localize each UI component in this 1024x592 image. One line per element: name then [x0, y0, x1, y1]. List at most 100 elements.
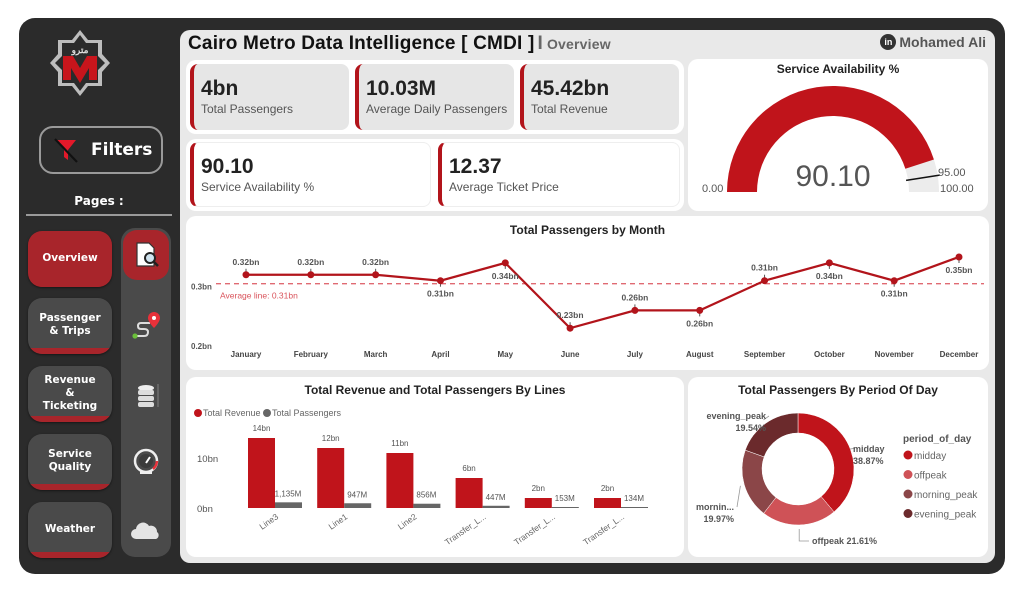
nav-revenue-ticketing[interactable]: Revenue & Ticketing [28, 366, 112, 422]
legend-swatch-revenue [194, 409, 202, 417]
data-point [955, 253, 963, 261]
route-pin-icon[interactable] [124, 304, 168, 348]
bar-revenue [386, 453, 414, 508]
report-search-icon[interactable] [123, 230, 169, 280]
title-text: Cairo Metro Data Intelligence [ CMDI ] [188, 33, 535, 54]
bar-data-label-revenue: 14bn [253, 424, 271, 433]
gauge-fill [727, 85, 934, 192]
data-label: 0.26bn [621, 292, 648, 302]
donut-legend-swatch [903, 489, 913, 499]
period-of-day-donut[interactable]: midday 38.87% offpeak 21.61% mornin... 19.97… [688, 377, 988, 557]
kpi-label: Total Passengers [201, 102, 294, 116]
chart-legend: Total Revenue Total Passengers [194, 408, 342, 418]
data-point [501, 259, 509, 267]
filters-label: Filters [91, 140, 153, 160]
bar-passengers [482, 505, 510, 508]
kpi-total-passengers: 4bn Total Passengers [190, 64, 349, 130]
kpi-avg-ticket-price: 12.37 Average Ticket Price [438, 142, 680, 207]
cloud-icon[interactable] [124, 508, 168, 552]
x-tick-label: Transfer_L... [443, 511, 488, 547]
donut-leader-line [736, 485, 741, 508]
donut-data-label-name: midday [853, 444, 885, 454]
nav-service-quality[interactable]: Service Quality [28, 434, 112, 490]
nav-weather[interactable]: Weather [28, 502, 112, 558]
page-title: Cairo Metro Data Intelligence [ CMDI ] I O… [188, 33, 611, 55]
data-point [242, 271, 250, 279]
page-icon-rail [121, 228, 171, 557]
revenue-passengers-by-lines-panel: Total Revenue and Total Passengers By Li… [186, 377, 684, 557]
bar-passengers [344, 503, 372, 508]
author-badge[interactable]: in Mohamed Ali [880, 34, 986, 50]
nav-passenger-trips[interactable]: Passenger & Trips [28, 298, 112, 354]
donut-data-label-name: mornin... [696, 502, 734, 512]
data-label: 0.32bn [233, 257, 260, 267]
x-tick-label: December [940, 350, 979, 359]
bar-passengers [275, 502, 302, 508]
data-label: 0.34bn [492, 271, 519, 281]
kpi-avg-daily-passengers: 10.03M Average Daily Passengers [355, 64, 514, 130]
bar-data-label-passengers: 153M [555, 494, 575, 503]
bar-data-label-passengers: 134M [624, 494, 644, 503]
data-label: 0.26bn [686, 318, 713, 328]
nav-overview[interactable]: Overview [28, 231, 112, 287]
gauge-max-label: 100.00 [940, 183, 974, 195]
svg-text:ﻣﺘﺮﻭ: ﻣﺘﺮﻭ [71, 45, 89, 56]
bar-data-label-passengers: 947M [347, 490, 367, 499]
kpi-value: 4bn [201, 77, 239, 100]
nav-label: Overview [42, 251, 98, 264]
donut-data-label-name: evening_peak [706, 411, 767, 421]
pages-divider [26, 214, 172, 216]
nav-label: Passenger & Trips [39, 312, 101, 337]
x-tick-label: June [561, 350, 580, 359]
bar-revenue [455, 478, 483, 508]
x-tick-label: Transfer_L... [512, 511, 557, 547]
data-label: 0.31bn [751, 263, 778, 273]
x-tick-label: May [497, 350, 513, 359]
donut-slice-morning-peak [741, 449, 777, 514]
x-tick-label: April [431, 350, 449, 359]
bar-passengers [621, 507, 648, 508]
donut-legend-label: offpeak [914, 471, 948, 482]
data-point [631, 306, 639, 314]
kpi-value: 10.03M [366, 77, 437, 100]
x-tick-label: Line3 [257, 511, 280, 531]
data-point [825, 259, 833, 267]
gauge-value: 90.10 [795, 160, 870, 193]
passengers-by-month-chart[interactable]: 0.2bn 0.3bn Average line: 0.31bn 0.32bn Janu… [186, 216, 989, 370]
nav-label: Revenue & Ticketing [42, 373, 98, 412]
pages-heading: Pages : [74, 194, 124, 208]
passengers-by-month-panel: Total Passengers by Month 0.2bn 0.3bn Aver… [186, 216, 989, 370]
x-tick-label: February [294, 350, 329, 359]
average-line-label: Average line: 0.31bn [220, 291, 298, 301]
bar-revenue [317, 448, 345, 508]
donut-slice-evening-peak [744, 412, 799, 458]
data-label: 0.23bn [557, 310, 584, 320]
donut-legend-swatch [903, 509, 913, 518]
donut-legend-title: period_of_day [903, 434, 972, 445]
passengers-line [246, 255, 960, 330]
data-label: 0.35bn [946, 265, 973, 275]
bar-data-label-revenue: 12bn [322, 434, 340, 443]
passengers-by-period-panel: Total Passengers By Period Of Day midday… [688, 377, 988, 557]
data-label: 0.32bn [297, 257, 324, 267]
nav-label: Weather [44, 522, 96, 535]
legend-swatch-passengers [263, 409, 271, 417]
revenue-passengers-bar-chart[interactable]: Total Revenue Total Passengers 0bn 10bn 14bn… [186, 377, 684, 557]
speedometer-icon[interactable] [124, 440, 168, 484]
donut-leader-line [849, 448, 855, 450]
database-stack-icon[interactable] [124, 374, 168, 418]
kpi-value: 45.42bn [531, 77, 610, 100]
bar-data-label-passengers: 447M [486, 493, 506, 502]
filters-button[interactable]: Filters [39, 126, 163, 174]
data-point [307, 271, 315, 279]
gauge-min-label: 0.00 [702, 183, 723, 195]
data-point [696, 306, 704, 314]
y-tick-label: 10bn [197, 454, 218, 465]
title-separator: I [537, 33, 543, 54]
donut-slice-midday [797, 412, 855, 513]
data-point [566, 324, 574, 332]
x-tick-label: October [814, 350, 845, 359]
service-availability-gauge[interactable]: 90.10 0.00 95.00 100.00 [688, 59, 988, 211]
legend-label-passengers: Total Passengers [272, 408, 342, 418]
gauge-target-label: 95.00 [938, 167, 966, 179]
